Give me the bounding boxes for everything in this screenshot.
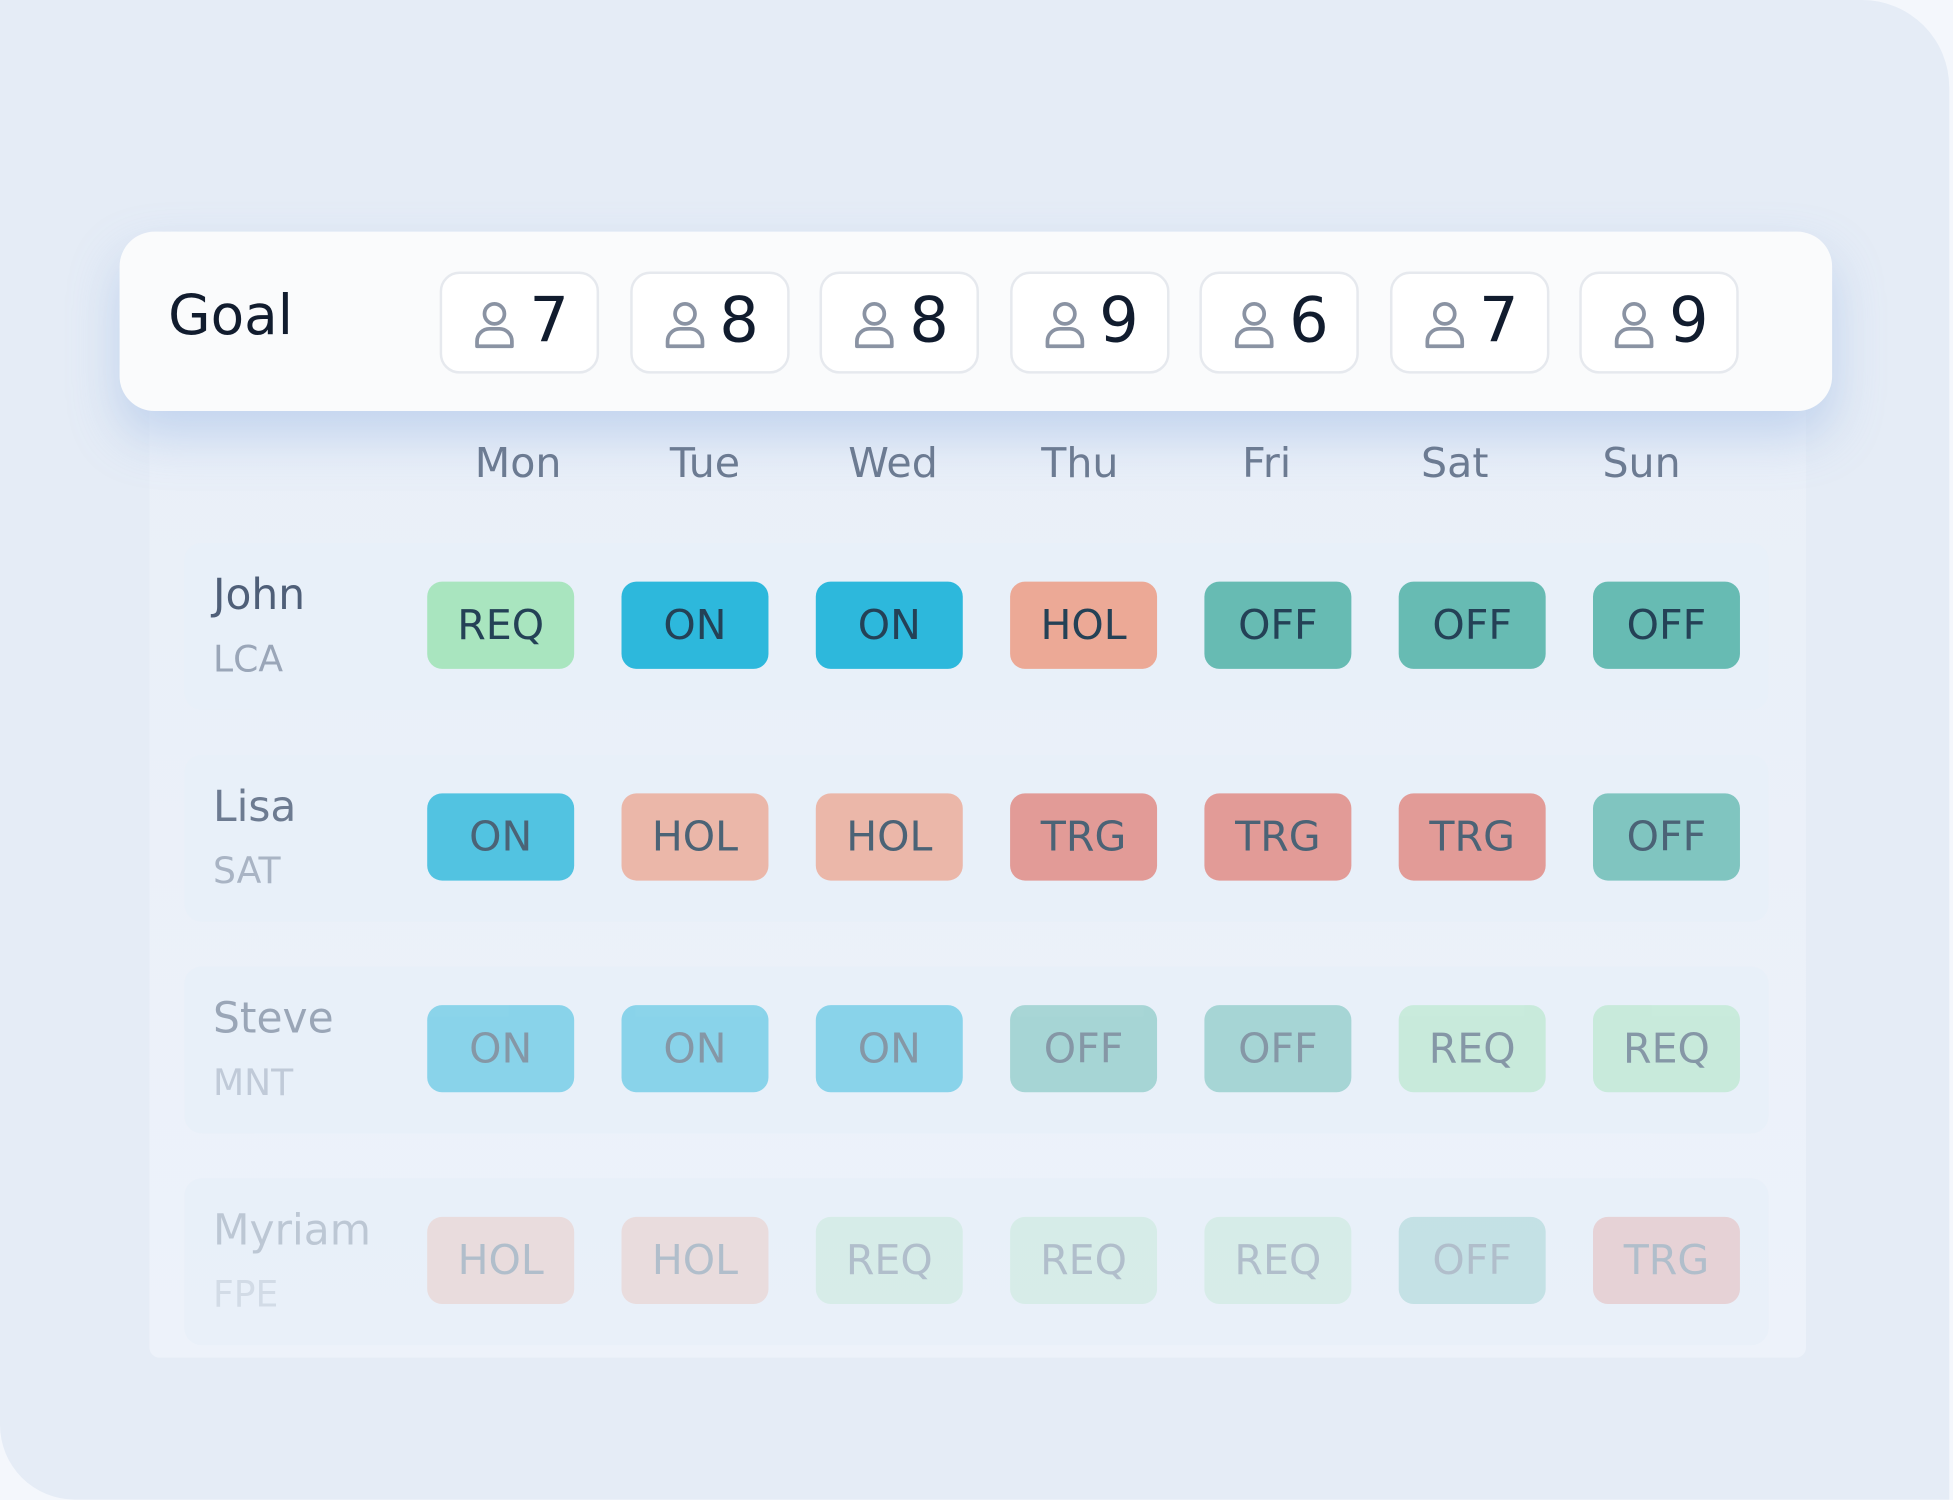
person-icon — [855, 302, 894, 349]
goal-label: Goal — [168, 283, 293, 348]
employee-name: Steve — [212, 993, 334, 1044]
goal-count: 8 — [719, 283, 759, 357]
goal-count-chip: 9 — [1579, 271, 1739, 374]
shift-chip: TRG — [1592, 1216, 1740, 1305]
shift-chip: HOL — [621, 1216, 769, 1305]
row-content: Myriam FPE HOL HOL REQ REQ REQ OFF TRG — [184, 1178, 1768, 1345]
person-icon — [1614, 302, 1654, 349]
person-icon — [475, 302, 514, 349]
goal-count: 9 — [1668, 283, 1709, 357]
shift-chip: OFF — [1592, 793, 1740, 881]
shift-chip: ON — [621, 1005, 769, 1093]
person-icon — [1234, 302, 1274, 349]
shift-chip: OFF — [1398, 1216, 1546, 1305]
employee-name: John — [212, 570, 306, 621]
shift-chip: REQ — [427, 581, 575, 669]
row-content: John LCA REQ ON ON HOL OFF OFF OFF — [184, 543, 1768, 710]
day-header: Sun — [1602, 438, 1681, 487]
row-content: Steve MNT ON ON ON OFF OFF REQ REQ — [184, 967, 1768, 1134]
shift-chip: ON — [815, 1005, 963, 1093]
employee-code: MNT — [212, 1061, 294, 1104]
employee-row: Lisa SAT ON HOL HOL TRG TRG TRG OFF — [184, 754, 1769, 922]
goal-count: 7 — [1479, 283, 1519, 357]
goal-count-chip: 7 — [439, 271, 600, 374]
shift-chip: OFF — [1398, 581, 1546, 669]
goal-count: 8 — [909, 283, 949, 357]
person-icon — [665, 302, 704, 349]
shift-chip: ON — [427, 793, 575, 881]
shift-chip: ON — [815, 581, 963, 669]
shift-chip: REQ — [815, 1216, 963, 1305]
goal-count: 9 — [1099, 283, 1139, 357]
employee-code: FPE — [212, 1272, 279, 1316]
employee-name: Lisa — [212, 782, 297, 832]
shift-chip: REQ — [1398, 1005, 1546, 1093]
shift-chip: OFF — [1204, 581, 1352, 669]
employee-name: Myriam — [212, 1205, 371, 1256]
day-header: Wed — [848, 438, 938, 487]
goal-count-chip: 8 — [629, 271, 790, 374]
shift-chip: REQ — [1204, 1216, 1352, 1305]
goal-count: 7 — [529, 283, 569, 357]
shift-chip: ON — [427, 1005, 575, 1093]
shift-chip: HOL — [621, 793, 769, 881]
shift-chip: ON — [621, 581, 769, 669]
shift-chip: OFF — [1592, 581, 1740, 669]
person-icon — [1044, 302, 1084, 349]
day-header: Sat — [1421, 438, 1489, 487]
shift-chip: HOL — [815, 793, 963, 881]
goal-card: Goal 7 8 8 9 6 7 9 — [119, 231, 1833, 412]
shift-chip: OFF — [1010, 1005, 1158, 1093]
shift-chip: HOL — [427, 1216, 575, 1305]
day-header: Tue — [669, 438, 741, 487]
row-content: Lisa SAT ON HOL HOL TRG TRG TRG OFF — [184, 755, 1768, 922]
day-header: Thu — [1041, 438, 1119, 487]
day-header: Fri — [1242, 438, 1292, 487]
goal-count: 6 — [1289, 283, 1329, 357]
shift-chip: TRG — [1398, 793, 1546, 881]
employee-code: SAT — [212, 849, 281, 892]
goal-count-chip: 8 — [819, 271, 979, 374]
shift-chip: REQ — [1010, 1216, 1158, 1305]
shift-chip: TRG — [1204, 793, 1352, 881]
employee-code: LCA — [212, 637, 284, 681]
goal-count-chip: 7 — [1389, 271, 1549, 374]
shift-chip: REQ — [1592, 1005, 1740, 1093]
employee-row: Myriam FPE HOL HOL REQ REQ REQ OFF TRG — [184, 1178, 1769, 1346]
shift-chip: OFF — [1204, 1005, 1352, 1093]
day-header: Mon — [474, 438, 562, 487]
employee-row: John LCA REQ ON ON HOL OFF OFF OFF — [184, 543, 1769, 710]
goal-count-chip: 6 — [1199, 271, 1359, 374]
shift-chip: HOL — [1010, 581, 1158, 669]
employee-row: Steve MNT ON ON ON OFF OFF REQ REQ — [184, 966, 1769, 1134]
goal-count-chip: 9 — [1009, 271, 1169, 374]
shift-chip: TRG — [1010, 793, 1158, 881]
person-icon — [1424, 302, 1464, 349]
